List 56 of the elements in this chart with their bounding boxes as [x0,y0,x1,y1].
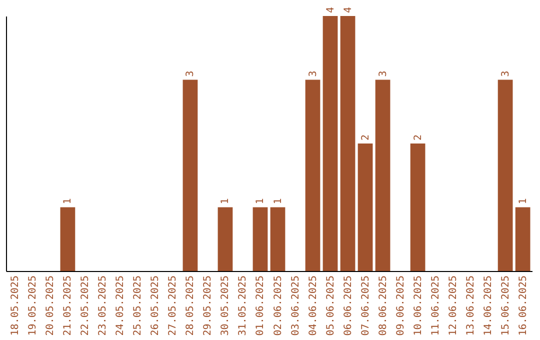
x-tick-label: 15.06.2025 [500,276,512,336]
bar [358,144,373,271]
x-tick-label: 02.06.2025 [272,276,284,336]
data-label: 1 [518,198,529,204]
x-tick-label: 26.05.2025 [150,276,162,336]
data-label: 1 [255,198,266,204]
x-tick-label: 13.06.2025 [465,276,476,336]
data-label: 3 [500,70,512,77]
x-tick-label: 14.06.2025 [482,276,494,336]
bar [60,207,76,271]
bar [305,80,320,271]
data-label: 4 [342,6,354,13]
x-tick-label: 19.05.2025 [28,276,39,336]
x-tick-label: 28.05.2025 [185,276,196,336]
x-tick-label: 24.05.2025 [115,276,126,336]
x-tick-label: 30.05.2025 [220,276,232,336]
x-tick-label: 22.05.2025 [80,276,92,336]
x-tick-label: 18.05.2025 [10,276,22,336]
data-label: 1 [62,198,74,204]
x-tick-label: 21.05.2025 [62,276,74,336]
x-tick-label: 25.05.2025 [132,276,144,336]
data-label: 3 [185,70,196,77]
x-tick-label: 03.06.2025 [290,276,302,336]
x-tick-label: 04.06.2025 [308,276,319,336]
data-label: 4 [325,6,336,13]
bar [252,207,268,271]
x-tick-label: 12.06.2025 [448,276,459,336]
x-tick-label: 06.06.2025 [342,276,354,336]
x-tick-label: 20.05.2025 [45,276,56,336]
bar [410,144,426,271]
x-tick-label: 08.06.2025 [378,276,389,336]
data-label: 1 [272,198,284,204]
x-tick-label: 23.05.2025 [98,276,109,336]
data-label: 2 [412,134,424,140]
bar [375,80,390,271]
data-label: 1 [220,198,232,204]
data-label: 2 [360,134,372,140]
bar [322,16,338,271]
bar [182,80,198,271]
bar [270,207,286,271]
bar [218,207,233,271]
x-tick-label: 16.06.2025 [518,276,529,336]
bar [340,16,356,271]
x-tick-label: 05.06.2025 [325,276,336,336]
x-tick-label: 31.05.2025 [238,276,249,336]
bar [515,207,530,271]
data-label: 3 [378,70,389,77]
bar [498,80,513,271]
x-tick-label: 29.05.2025 [202,276,214,336]
data-label: 3 [308,70,319,77]
x-tick-label: 09.06.2025 [395,276,406,336]
x-tick-label: 10.06.2025 [412,276,424,336]
x-tick-label: 27.05.2025 [168,276,179,336]
x-tick-label: 07.06.2025 [360,276,372,336]
x-tick-label: 01.06.2025 [255,276,266,336]
x-tick-label: 11.06.2025 [430,276,442,336]
